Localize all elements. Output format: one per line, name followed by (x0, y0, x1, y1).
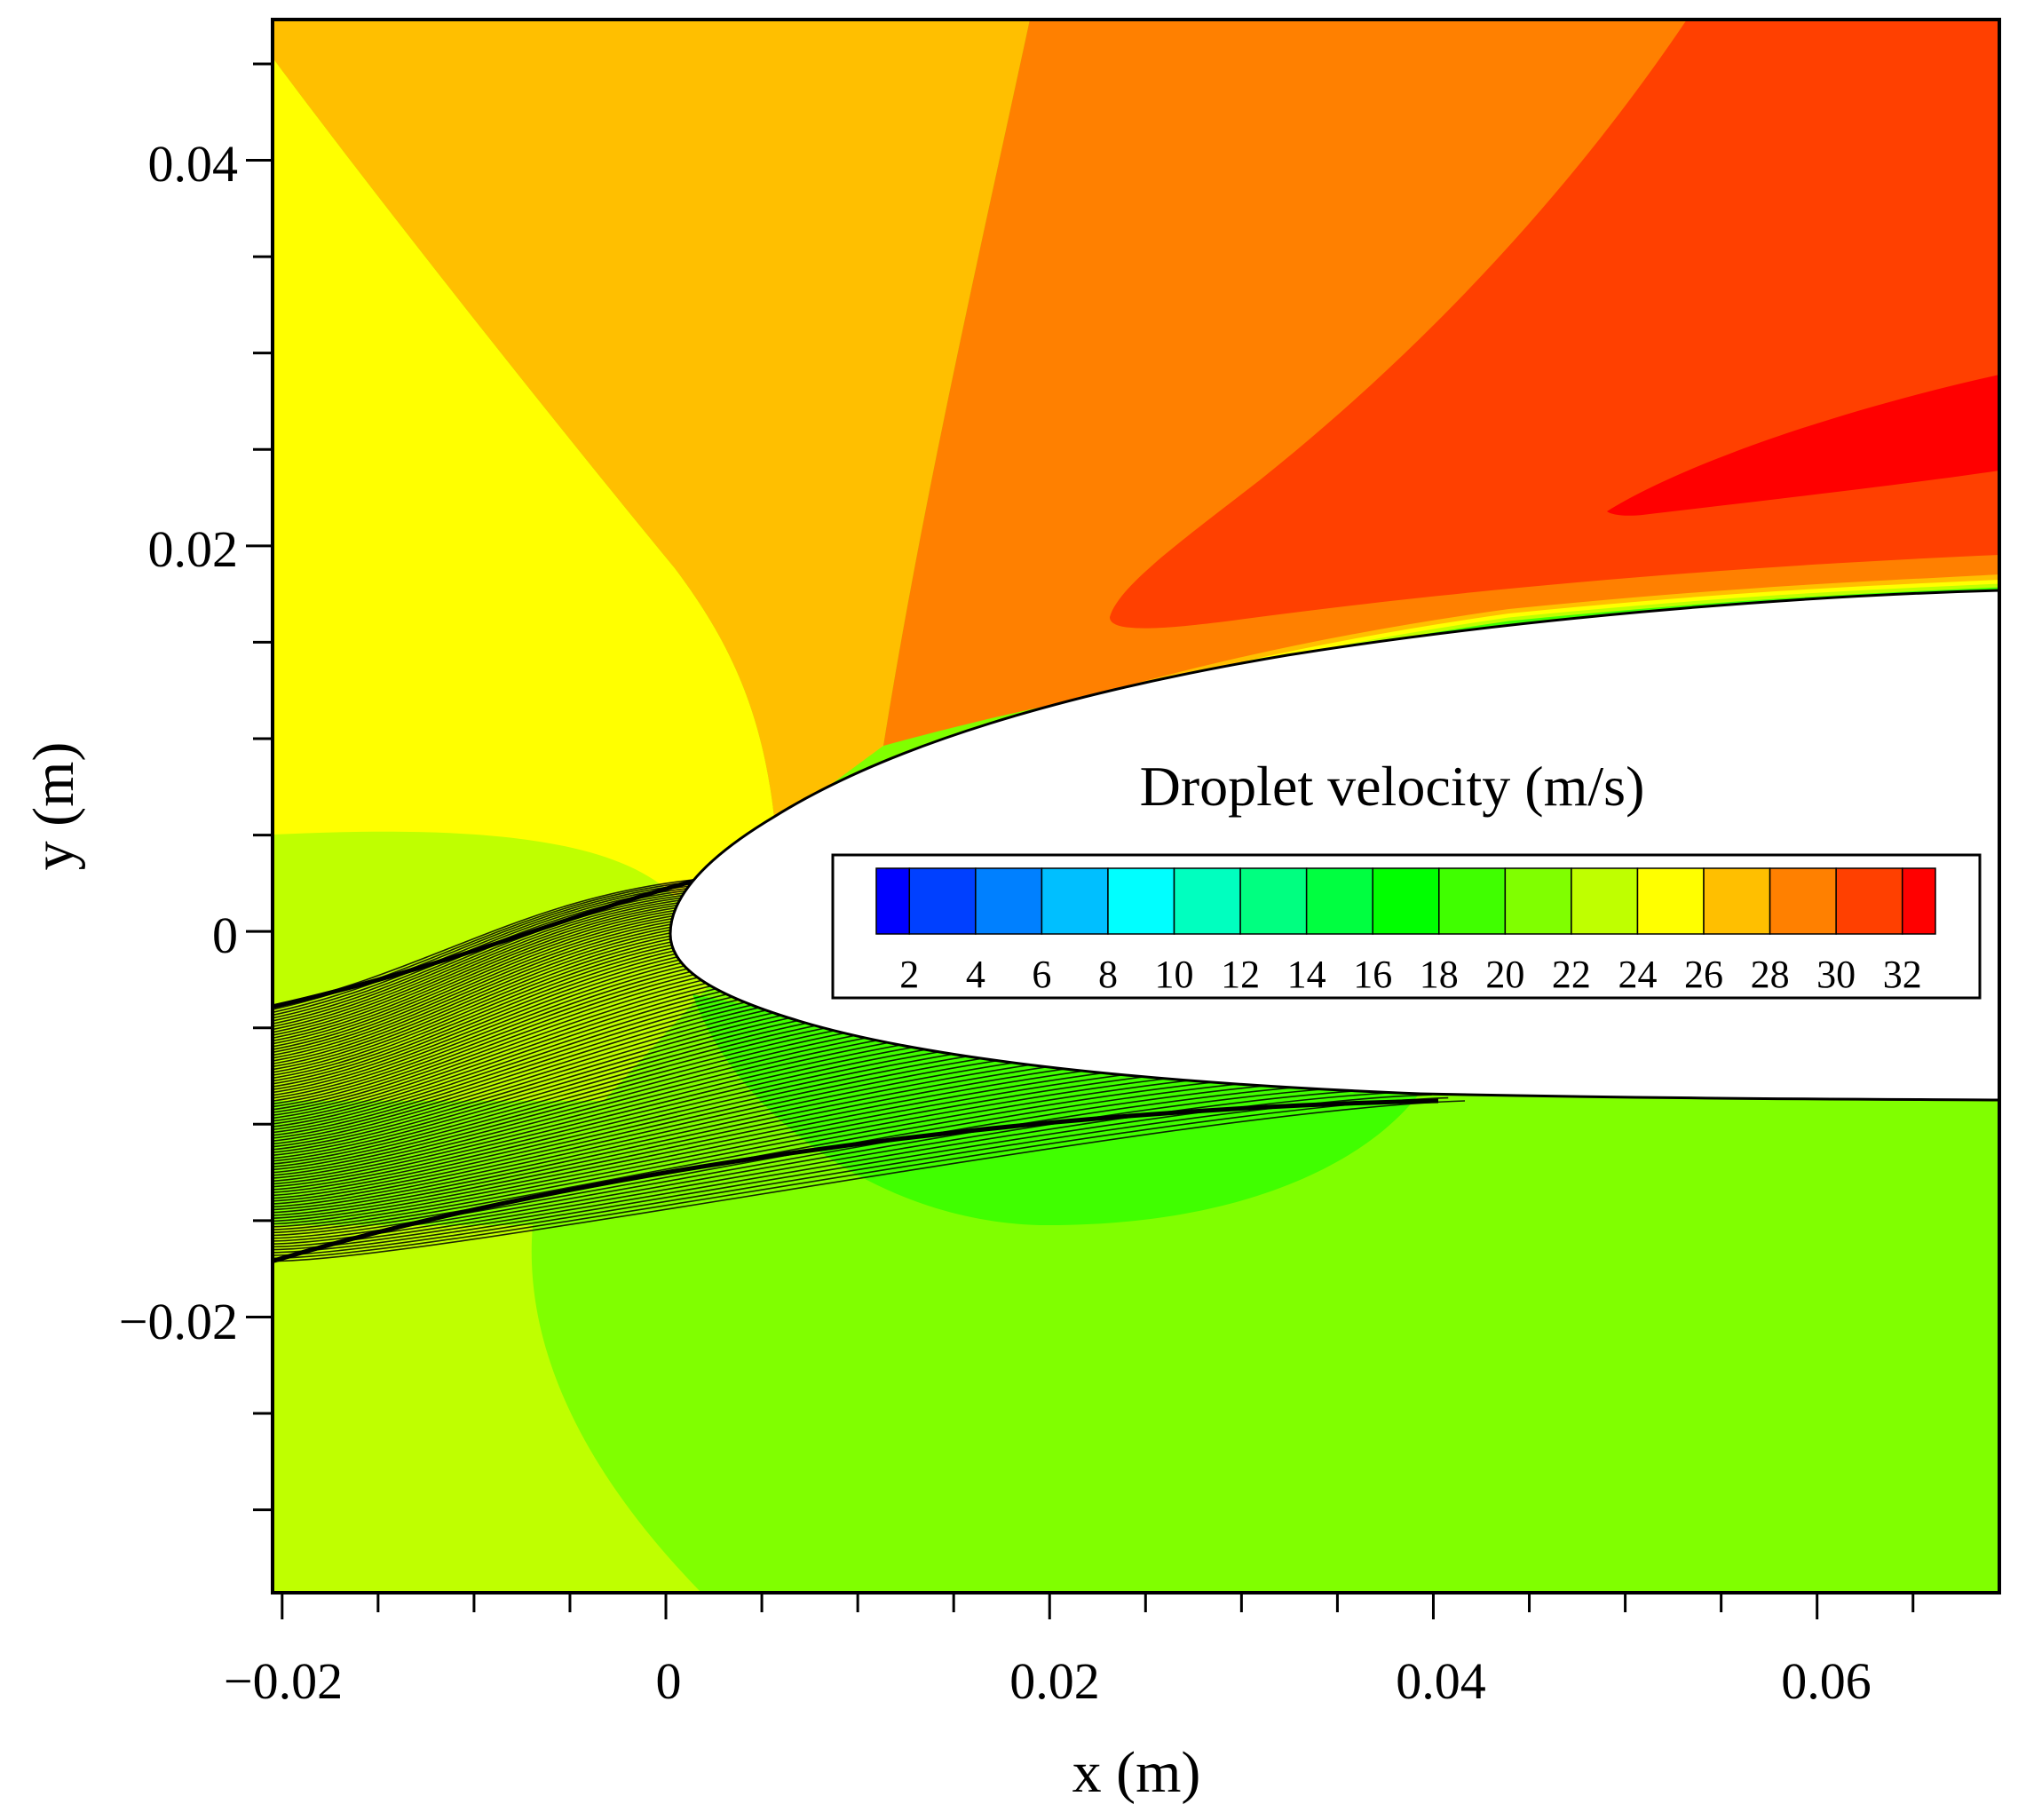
y-tick-labels: −0.02 0 0.02 0.04 (119, 135, 238, 1350)
x-tick-label: 0.04 (1396, 1652, 1486, 1710)
trajectory-line (273, 890, 708, 1025)
trajectory-line (273, 1090, 1416, 1254)
colorbar-tick-label: 12 (1221, 953, 1260, 996)
region-32-34 (1607, 375, 1999, 516)
colorbar-tick-label: 10 (1155, 953, 1194, 996)
trajectory-line (273, 896, 713, 1033)
colorbar-swatch (1372, 867, 1440, 935)
trajectory-line (273, 918, 747, 1065)
trajectory-line (273, 904, 723, 1045)
colorbar-tick-label: 8 (1098, 953, 1118, 996)
x-axis-title: x (m) (1072, 1740, 1201, 1805)
y-tick-label: −0.02 (119, 1293, 238, 1350)
x-tick-label: −0.02 (224, 1652, 343, 1710)
x-tick-label: 0 (656, 1652, 682, 1710)
trajectory-line (273, 1084, 1384, 1248)
trajectory-line (273, 1100, 1466, 1262)
x-tick-label: 0.02 (1009, 1652, 1100, 1710)
colorbar-tick-label: 32 (1883, 953, 1922, 996)
region-18-20 (692, 994, 1438, 1225)
colorbar-tick-label: 20 (1485, 953, 1524, 996)
colorbar-legend: Droplet velocity (m/s) 2 4 6 8 10 12 14 16 18 20 2… (831, 755, 1982, 1000)
trajectory-line (273, 1096, 1449, 1260)
trajectory-line (273, 1079, 1352, 1242)
colorbar-tick-label: 24 (1618, 953, 1657, 996)
colorbar-swatches (875, 867, 1936, 935)
trajectory-line (273, 893, 711, 1031)
colorbar-swatch (1041, 867, 1109, 935)
trajectory-line (273, 912, 735, 1056)
y-axis-title: y (m) (21, 742, 86, 871)
colorbar-tick-label: 2 (899, 953, 919, 996)
y-axis-ticks (246, 62, 273, 1512)
colorbar-tick-label: 30 (1816, 953, 1856, 996)
y-tick-label: 0 (212, 906, 238, 964)
colorbar-labels: 2 4 6 8 10 12 14 16 18 20 22 24 26 28 30 32 (899, 953, 1921, 996)
colorbar-swatch (1636, 867, 1705, 935)
trajectory-line (273, 1070, 1307, 1234)
colorbar-swatch (1901, 867, 1936, 935)
trajectory-line (273, 882, 703, 1014)
trajectory-line (273, 907, 729, 1050)
trajectory-line (273, 883, 704, 1017)
colorbar-swatch (1438, 867, 1507, 935)
trajectory-line (273, 910, 732, 1054)
y-tick-label: 0.02 (148, 520, 239, 578)
region-24-26 (273, 20, 888, 897)
trajectory-line (273, 898, 715, 1036)
x-axis-ticks (281, 1593, 1915, 1619)
colorbar-tick-label: 18 (1420, 953, 1459, 996)
trajectory-line (273, 1088, 1400, 1251)
trajectory-line (273, 916, 742, 1062)
trajectory-line (273, 901, 720, 1042)
colorbar-swatch (1173, 867, 1241, 935)
colorbar-tick-label: 4 (966, 953, 985, 996)
x-tick-labels: −0.02 0 0.02 0.04 0.06 (224, 1652, 1872, 1710)
colorbar-swatch (1107, 867, 1175, 935)
x-tick-label: 0.06 (1781, 1652, 1872, 1710)
colorbar-swatch (975, 867, 1043, 935)
colorbar-swatch (1504, 867, 1572, 935)
colorbar-swatch (908, 867, 977, 935)
region-26-28 (273, 20, 1030, 826)
y-tick-label: 0.04 (148, 135, 239, 193)
colorbar-title: Droplet velocity (m/s) (1140, 755, 1645, 818)
trajectory-envelope-upper (273, 876, 702, 1009)
colorbar-tick-label: 14 (1287, 953, 1326, 996)
colorbar-swatch (1835, 867, 1903, 935)
colorbar-tick-label: 22 (1552, 953, 1591, 996)
trajectory-line (273, 1075, 1337, 1239)
plot-frame (271, 18, 2001, 1594)
trajectory-envelope-lower (273, 1098, 1439, 1263)
trajectory-line (273, 906, 725, 1048)
contour-field (273, 20, 1999, 1593)
colorbar-swatch (875, 867, 911, 935)
colorbar-swatch (1239, 867, 1308, 935)
trajectory-line (273, 891, 709, 1028)
colorbar-tick-label: 28 (1751, 953, 1790, 996)
colorbar-swatch (1571, 867, 1639, 935)
colorbar-tick-label: 16 (1353, 953, 1392, 996)
colorbar-swatch (1703, 867, 1771, 935)
trajectory-line (273, 1066, 1292, 1230)
colorbar-tick-label: 6 (1032, 953, 1051, 996)
trajectory-line (273, 899, 717, 1040)
region-22-24-lower (273, 1225, 701, 1593)
trajectory-line (273, 914, 739, 1059)
colorbar-swatch (1769, 867, 1837, 935)
colorbar-swatch (1305, 867, 1373, 935)
colorbar-tick-label: 26 (1684, 953, 1723, 996)
